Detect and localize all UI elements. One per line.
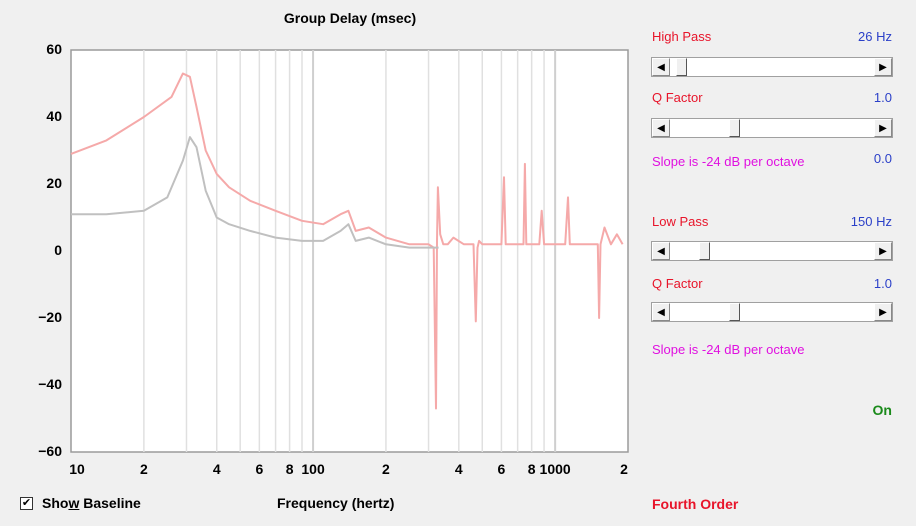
hp-q-factor-label: Q Factor bbox=[652, 90, 703, 105]
low-pass-label: Low Pass bbox=[652, 214, 709, 229]
lp-q-factor-value: 1.0 bbox=[873, 276, 892, 291]
x-tick-label: 8 bbox=[285, 461, 294, 477]
grid-lines bbox=[143, 50, 557, 452]
x-tick-label: 4 bbox=[212, 461, 221, 477]
y-tick-label: 20 bbox=[46, 175, 62, 191]
series-line-filtered bbox=[70, 72, 624, 410]
x-tick-label: 1000 bbox=[539, 461, 571, 477]
low-pass-thumb[interactable] bbox=[699, 242, 711, 260]
x-tick-label: 2 bbox=[620, 461, 628, 477]
hp-q-factor-slider[interactable]: ◀ ▶ bbox=[651, 118, 893, 138]
low-pass-left-arrow[interactable]: ◀ bbox=[652, 242, 670, 260]
lp-slope-text: Slope is -24 dB per octave bbox=[652, 342, 805, 357]
x-tick-label: 10 bbox=[69, 461, 85, 477]
hp-q-left-arrow[interactable]: ◀ bbox=[652, 119, 670, 137]
lp-q-right-arrow[interactable]: ▶ bbox=[874, 303, 892, 321]
show-baseline-checkbox[interactable]: ✔ bbox=[20, 497, 33, 510]
low-pass-slider[interactable]: ◀ ▶ bbox=[651, 241, 893, 261]
hp-q-factor-value: 1.0 bbox=[873, 90, 892, 105]
y-tick-label: 0 bbox=[54, 242, 62, 258]
chart-title: Group Delay (msec) bbox=[283, 10, 417, 26]
hp-slope-text: Slope is -24 dB per octave bbox=[652, 154, 805, 169]
low-pass-value: 150 Hz bbox=[850, 214, 892, 229]
hp-q-thumb[interactable] bbox=[728, 119, 740, 137]
x-tick-label: 6 bbox=[497, 461, 506, 477]
high-pass-right-arrow[interactable]: ▶ bbox=[874, 58, 892, 76]
hp-slope-value: 0.0 bbox=[873, 151, 892, 166]
y-tick-label: 40 bbox=[46, 108, 62, 124]
filter-order: Fourth Order bbox=[652, 496, 739, 512]
y-tick-label: −40 bbox=[38, 376, 62, 392]
high-pass-value: 26 Hz bbox=[858, 29, 892, 44]
high-pass-thumb[interactable] bbox=[675, 58, 687, 76]
plot-area bbox=[70, 49, 629, 453]
high-pass-label: High Pass bbox=[652, 29, 712, 44]
x-tick-label: 2 bbox=[139, 461, 148, 477]
lp-q-thumb[interactable] bbox=[728, 303, 740, 321]
y-tick-label: −60 bbox=[38, 443, 62, 459]
y-tick-label: −20 bbox=[38, 309, 62, 325]
x-tick-label: 8 bbox=[527, 461, 536, 477]
high-pass-slider[interactable]: ◀ ▶ bbox=[651, 57, 893, 77]
x-tick-label: 100 bbox=[301, 461, 325, 477]
series-layer bbox=[70, 72, 624, 410]
x-axis-title: Frequency (hertz) bbox=[277, 495, 395, 511]
lp-q-factor-label: Q Factor bbox=[652, 276, 703, 291]
x-tick-label: 6 bbox=[255, 461, 264, 477]
series-line-baseline bbox=[71, 136, 439, 249]
filter-status: On bbox=[872, 402, 892, 418]
hp-q-right-arrow[interactable]: ▶ bbox=[874, 119, 892, 137]
lp-q-factor-slider[interactable]: ◀ ▶ bbox=[651, 302, 893, 322]
x-tick-label: 4 bbox=[454, 461, 463, 477]
x-tick-label: 2 bbox=[382, 461, 390, 477]
high-pass-left-arrow[interactable]: ◀ bbox=[652, 58, 670, 76]
y-tick-label: 60 bbox=[46, 41, 62, 57]
lp-q-left-arrow[interactable]: ◀ bbox=[652, 303, 670, 321]
show-baseline-label: Show Baseline bbox=[42, 495, 141, 511]
low-pass-right-arrow[interactable]: ▶ bbox=[874, 242, 892, 260]
